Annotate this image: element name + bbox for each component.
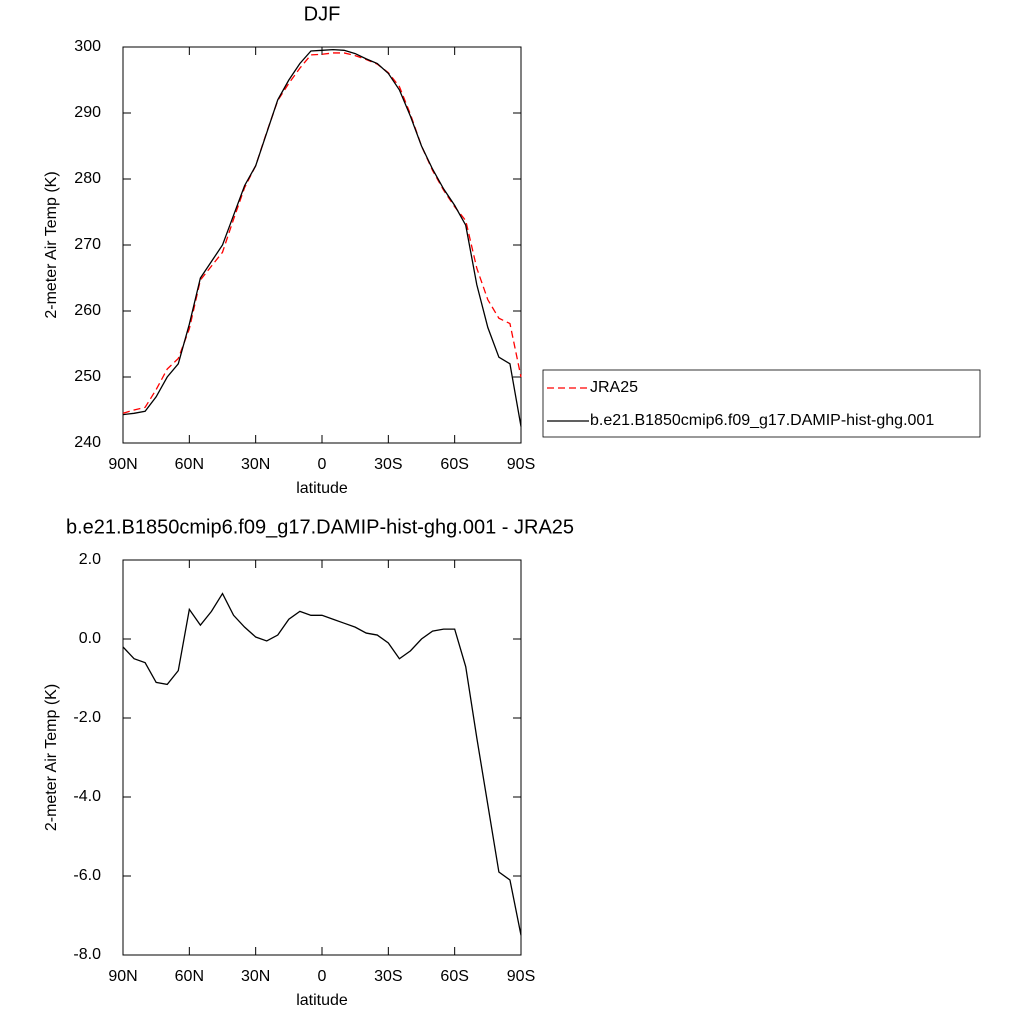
x-tick-label: 30N <box>241 968 270 985</box>
y-axis-label: 2-meter Air Temp (K) <box>43 684 60 831</box>
chart-title: DJF <box>304 3 341 25</box>
x-tick-label: 0 <box>318 456 327 473</box>
legend-box <box>542 369 981 438</box>
y-tick-label: -8.0 <box>73 946 101 963</box>
y-tick-label: 0.0 <box>79 630 101 647</box>
data-line <box>122 592 522 936</box>
y-tick-label: 280 <box>74 170 101 187</box>
y-tick-label: 300 <box>74 38 101 55</box>
y-tick-label: 270 <box>74 236 101 253</box>
x-tick-label: 0 <box>318 968 327 985</box>
legend-label: JRA25 <box>590 379 638 396</box>
x-axis-label: latitude <box>296 480 348 497</box>
x-axis-label: latitude <box>296 992 348 1009</box>
plot-frame <box>122 46 522 444</box>
y-tick-label: -6.0 <box>73 867 101 884</box>
y-tick-label: -4.0 <box>73 788 101 805</box>
y-tick-label: -2.0 <box>73 709 101 726</box>
x-tick-label: 60N <box>175 456 204 473</box>
y-tick-label: 240 <box>74 434 101 451</box>
y-tick-label: 260 <box>74 302 101 319</box>
data-line <box>122 52 522 414</box>
x-tick-label: 30N <box>241 456 270 473</box>
y-axis-label: 2-meter Air Temp (K) <box>43 171 60 318</box>
x-tick-label: 60N <box>175 968 204 985</box>
y-tick-label: 290 <box>74 104 101 121</box>
chart-title: b.e21.B1850cmip6.f09_g17.DAMIP-hist-ghg.… <box>66 516 574 538</box>
data-line <box>122 48 522 427</box>
x-tick-label: 90N <box>108 456 137 473</box>
plot-frame <box>122 559 522 956</box>
x-tick-label: 90S <box>507 456 535 473</box>
x-tick-label: 60S <box>440 456 468 473</box>
x-tick-label: 90N <box>108 968 137 985</box>
x-tick-label: 60S <box>440 968 468 985</box>
x-tick-label: 90S <box>507 968 535 985</box>
legend-label: b.e21.B1850cmip6.f09_g17.DAMIP-hist-ghg.… <box>590 412 934 429</box>
y-tick-label: 2.0 <box>79 551 101 568</box>
x-tick-label: 30S <box>374 968 402 985</box>
x-tick-label: 30S <box>374 456 402 473</box>
y-tick-label: 250 <box>74 368 101 385</box>
